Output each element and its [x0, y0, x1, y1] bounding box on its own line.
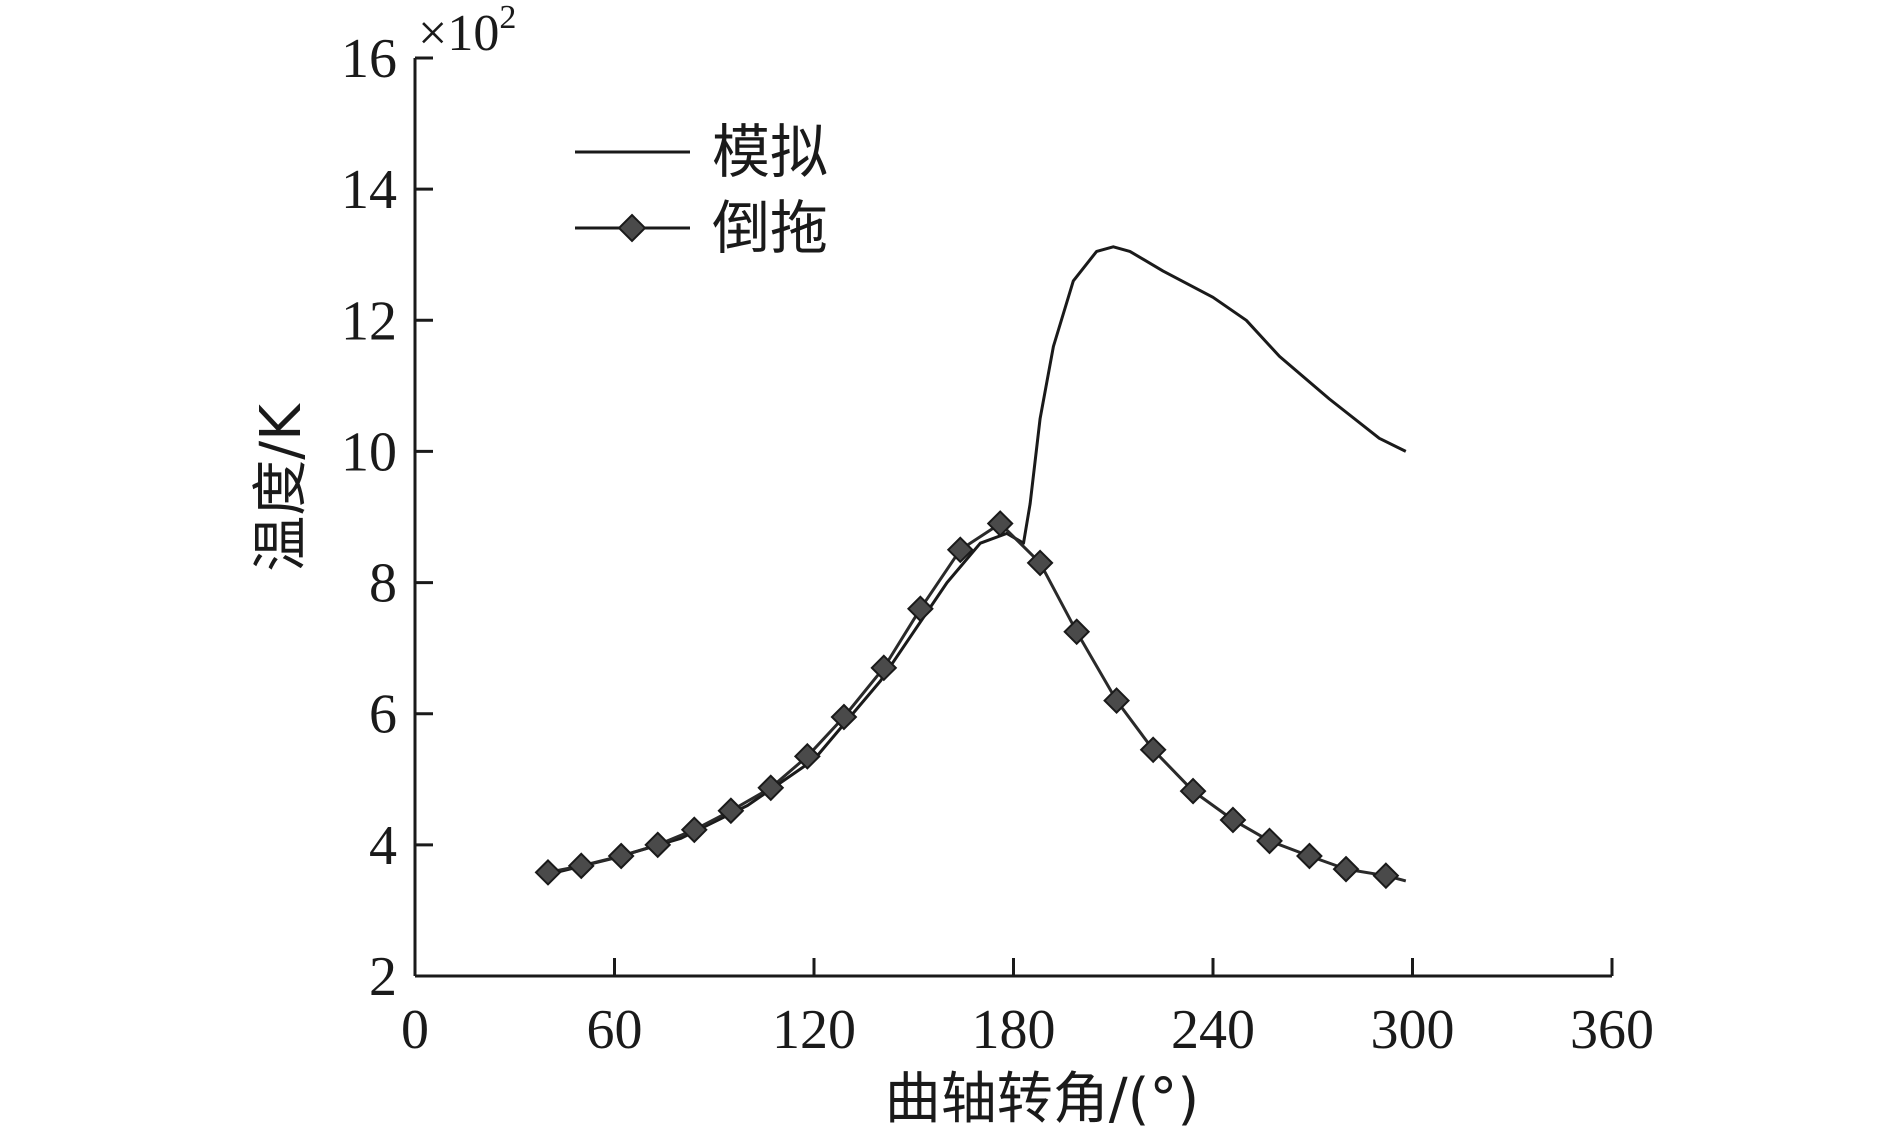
- legend-swatch-marker: [617, 213, 647, 243]
- y-tick-label: 2: [369, 946, 397, 1008]
- axes: 0 60 120 180 240 300 360 2 4 6 8 10 12 14 16: [341, 28, 1654, 1061]
- data-point: [1103, 687, 1130, 715]
- legend-label: 模拟: [712, 118, 828, 186]
- y-multiplier-exponent: 2: [499, 0, 516, 36]
- data-point: [870, 654, 898, 682]
- data-point: [567, 852, 595, 880]
- y-tick-label: 14: [341, 159, 397, 221]
- data-point: [534, 858, 562, 886]
- data-point: [986, 510, 1014, 537]
- data-point: [757, 774, 785, 802]
- data-point: [906, 595, 934, 623]
- data-point: [1256, 827, 1283, 855]
- data-point: [1296, 842, 1323, 870]
- data-point: [680, 816, 708, 844]
- x-tick-label: 0: [401, 999, 429, 1061]
- data-point: [793, 742, 821, 770]
- y-multiplier-prefix: ×10: [418, 5, 499, 62]
- y-tick-label: 12: [341, 290, 397, 352]
- y-multiplier: ×102: [418, 0, 516, 62]
- y-tick-label: 8: [369, 553, 397, 615]
- x-tick-label: 300: [1371, 999, 1455, 1061]
- data-point: [644, 831, 672, 859]
- x-tick-label: 240: [1171, 999, 1255, 1061]
- legend-label: 倒拖: [712, 194, 828, 262]
- data-point: [830, 703, 858, 731]
- y-tick-label: 6: [369, 684, 397, 746]
- y-axis-title: 温度/K: [249, 403, 314, 572]
- data-point: [607, 842, 635, 870]
- legend-item: 倒拖: [575, 194, 828, 262]
- series-1: [547, 245, 1407, 876]
- data-point: [1219, 806, 1247, 834]
- series-line: [547, 245, 1407, 876]
- data-point: [946, 536, 974, 564]
- legend-item: 模拟: [575, 118, 828, 186]
- y-tick-label: 16: [341, 28, 397, 90]
- data-point: [1026, 549, 1054, 577]
- data-point: [1063, 618, 1091, 646]
- data-point: [1179, 777, 1207, 805]
- x-tick-label: 180: [972, 999, 1056, 1061]
- x-tick-label: 120: [772, 999, 856, 1061]
- y-tick-label: 4: [369, 815, 397, 877]
- series-line: [547, 522, 1407, 883]
- data-point: [1372, 862, 1400, 890]
- x-tick-label: 60: [587, 999, 643, 1061]
- data-point: [1139, 736, 1167, 764]
- data-point: [717, 797, 745, 825]
- y-tick-label: 10: [341, 421, 397, 483]
- data-point: [1332, 855, 1360, 883]
- series-layer: [534, 245, 1407, 890]
- x-tick-label: 360: [1570, 999, 1654, 1061]
- series-2: [534, 510, 1407, 890]
- x-axis-title: 曲轴转角/(°): [885, 1067, 1200, 1129]
